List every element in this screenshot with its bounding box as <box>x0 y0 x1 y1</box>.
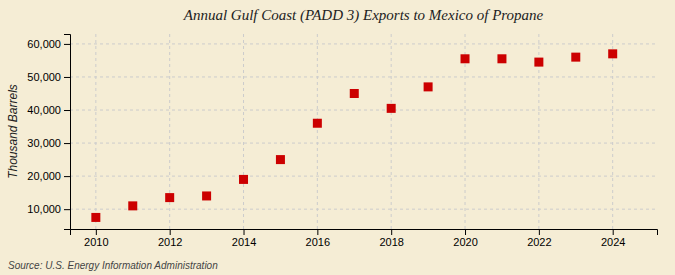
x-axis-tick: 2024 <box>601 229 625 248</box>
x-axis-tick: 2016 <box>306 229 330 248</box>
x-axis-tick-label: 2022 <box>527 236 551 248</box>
point <box>165 193 174 202</box>
x-axis-tick: 2018 <box>379 229 403 248</box>
grid-line <box>95 34 96 229</box>
y-axis-tick-label: 10,000 <box>27 203 61 215</box>
point <box>534 58 543 67</box>
point <box>461 54 470 63</box>
x-axis-tick-label: 2010 <box>84 236 108 248</box>
source-note: Source: U.S. Energy Information Administ… <box>8 260 218 271</box>
grid-line <box>612 34 613 229</box>
x-axis: 2010 2012 2014 2016 2018 2020 2022 2024 <box>71 229 658 248</box>
y-axis-tick: 30,000 <box>27 137 70 149</box>
point <box>387 104 396 113</box>
y-axis-tick-mark <box>64 209 70 210</box>
x-axis-tick-mark <box>465 229 466 235</box>
x-axis-tick-mark <box>539 229 540 235</box>
x-axis-tick-mark <box>96 229 97 235</box>
y-axis-line <box>64 35 71 230</box>
grid-line <box>70 76 657 77</box>
plot-area: 2010 2012 2014 2016 2018 2020 2022 2024 10,000 20… <box>27 34 657 248</box>
y-axis-tick: 50,000 <box>27 71 70 83</box>
grid-line <box>70 43 657 44</box>
point <box>276 155 285 164</box>
y-axis-tick-label: 60,000 <box>27 38 61 50</box>
x-axis-tick-label: 2014 <box>232 236 256 248</box>
point <box>571 53 580 62</box>
y-axis-tick-mark <box>64 44 70 45</box>
y-axis-tick-label: 30,000 <box>27 137 61 149</box>
y-axis-tick-label: 50,000 <box>27 71 61 83</box>
points <box>91 49 617 222</box>
grid-line <box>70 176 657 177</box>
y-axis-tick: 10,000 <box>27 203 70 215</box>
x-axis-tick: 2020 <box>453 229 477 248</box>
x-axis-tick: 2012 <box>158 229 182 248</box>
y-axis: 10,000 20,000 30,000 40,000 50,000 60,000 <box>27 35 70 230</box>
y-axis-tick: 20,000 <box>27 170 70 182</box>
grid-line <box>70 143 657 144</box>
y-axis-tick-label: 40,000 <box>27 104 61 116</box>
point <box>497 54 506 63</box>
point <box>313 119 322 128</box>
point <box>128 201 137 210</box>
x-axis-tick-mark <box>170 229 171 235</box>
chart: 2010 2012 2014 2016 2018 2020 2022 2024 10,000 20… <box>0 0 675 275</box>
grid-line <box>243 34 244 229</box>
x-axis-tick-mark <box>317 229 318 235</box>
grid <box>70 34 657 229</box>
x-axis-tick-label: 2018 <box>379 236 403 248</box>
x-axis-tick: 2014 <box>232 229 256 248</box>
x-axis-tick-label: 2016 <box>306 236 330 248</box>
x-axis-tick-label: 2012 <box>158 236 182 248</box>
x-axis-tick-mark <box>244 229 245 235</box>
point <box>202 191 211 200</box>
y-axis-title: Thousand Barrels <box>6 84 20 179</box>
x-axis-tick-label: 2024 <box>601 236 625 248</box>
x-axis-line <box>71 230 658 236</box>
x-axis-tick-label: 2020 <box>453 236 477 248</box>
x-axis-tick: 2010 <box>84 229 108 248</box>
point <box>91 213 100 222</box>
y-axis-tick-mark <box>64 77 70 78</box>
y-axis-tick-mark <box>64 176 70 177</box>
point <box>239 175 248 184</box>
y-axis-tick: 40,000 <box>27 104 70 116</box>
x-axis-tick-mark <box>613 229 614 235</box>
background <box>0 0 675 275</box>
grid-line <box>317 34 318 229</box>
title: Annual Gulf Coast (PADD 3) Exports to Me… <box>183 7 544 24</box>
y-axis-tick-mark <box>64 143 70 144</box>
point <box>608 49 617 58</box>
grid-line <box>70 110 657 111</box>
y-axis-tick-label: 20,000 <box>27 170 61 182</box>
x-axis-tick: 2022 <box>527 229 551 248</box>
point <box>350 89 359 98</box>
x-axis-tick-mark <box>391 229 392 235</box>
grid-line <box>70 209 657 210</box>
point <box>424 82 433 91</box>
y-axis-tick-mark <box>64 110 70 111</box>
grid-line <box>391 34 392 229</box>
y-axis-tick: 60,000 <box>27 38 70 50</box>
